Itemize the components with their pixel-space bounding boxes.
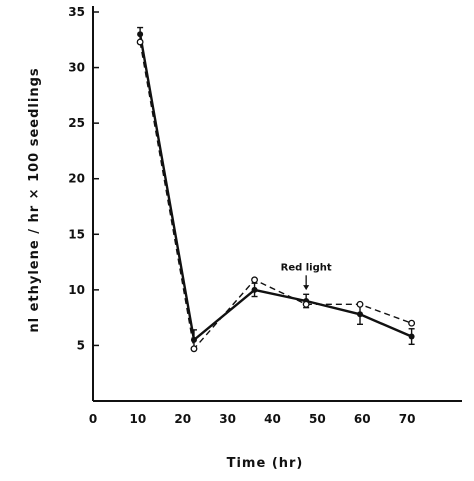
data-point-filled <box>137 31 144 38</box>
data-point-open <box>251 276 258 284</box>
x-tick-label: 60 <box>354 412 371 426</box>
y-axis-ticks: 5 10 15 20 25 30 35 <box>68 5 99 352</box>
annotation-arrow-head <box>303 285 310 291</box>
x-tick-label: 40 <box>264 412 281 426</box>
series-solid <box>137 26 415 351</box>
x-axis-ticks: 0 10 20 30 40 50 60 70 <box>89 412 416 426</box>
series-dashed <box>136 38 416 353</box>
y-tick-label: 25 <box>68 116 85 130</box>
annotation-layer: Red light <box>281 262 332 291</box>
x-tick-label: 20 <box>174 412 191 426</box>
x-axis-title: Time (hr) <box>227 456 304 471</box>
y-tick-label: 35 <box>68 5 85 19</box>
series-line-dashed <box>139 41 412 351</box>
x-tick-label: 10 <box>130 412 147 426</box>
annotation-label: Red light <box>281 262 332 273</box>
data-point-open <box>356 300 364 308</box>
data-point-filled <box>408 333 415 340</box>
y-tick-label: 15 <box>68 227 85 241</box>
y-tick-label: 20 <box>68 172 85 186</box>
series-layer <box>136 26 416 353</box>
data-point-open <box>408 319 416 327</box>
y-axis-title: nl ethylene / hr × 100 seedlings <box>27 67 42 332</box>
y-tick-label: 30 <box>68 61 85 75</box>
series-line-solid <box>138 33 413 343</box>
x-tick-label: 50 <box>309 412 326 426</box>
data-point-filled <box>251 286 258 293</box>
data-point-open <box>302 300 310 308</box>
x-tick-label: 30 <box>219 412 236 426</box>
data-point-filled <box>357 311 364 318</box>
data-point-open <box>190 345 198 353</box>
data-point-open <box>136 38 144 46</box>
x-tick-label: 70 <box>399 412 416 426</box>
x-tick-label: 0 <box>89 412 97 426</box>
y-tick-label: 10 <box>68 283 85 297</box>
axes <box>92 6 462 402</box>
y-tick-label: 5 <box>77 338 85 352</box>
